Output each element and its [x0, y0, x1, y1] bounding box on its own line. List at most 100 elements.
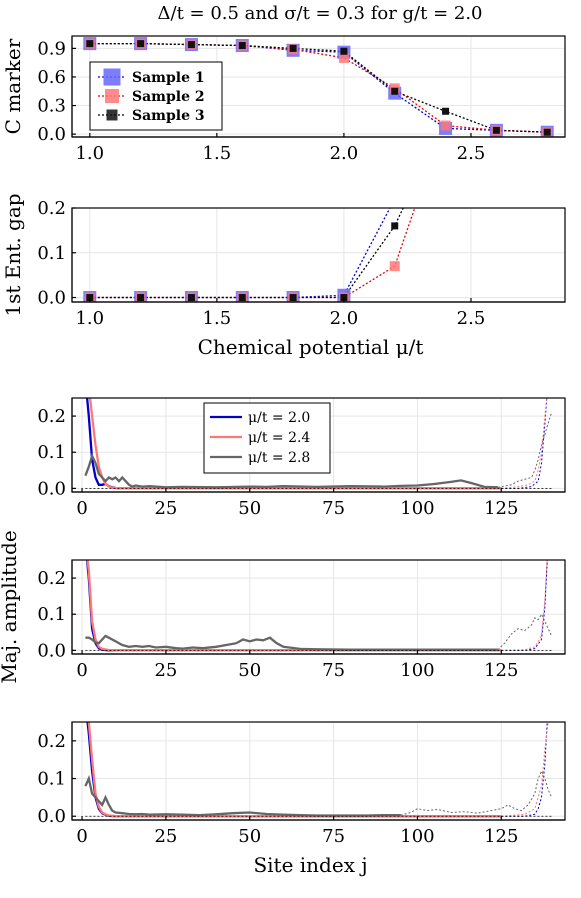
y-tick-label: 0.0 [37, 806, 66, 827]
data-point [238, 42, 246, 50]
x-axis-label: Chemical potential μ/t [198, 335, 424, 359]
y-tick-label: 0.2 [37, 406, 66, 427]
y-tick-label: 0.0 [37, 640, 66, 661]
y-tick-label: 0.1 [37, 604, 66, 625]
series-line [89, 42, 548, 133]
series-line-dotted [497, 613, 553, 651]
data-point [442, 107, 450, 115]
panel-c-marker: 1.0 1.5 2.0 2.5 0.0 0.3 0.6 0.9 C marker Sample… [1, 35, 566, 164]
legend-entry: Sample 3 [132, 108, 205, 124]
series-line [89, 208, 391, 299]
panel-entanglement-gap: 1.0 1.5 2.0 2.5 0.0 0.1 0.2 1st Ent. gap Chemi… [1, 193, 566, 359]
x-tick-label: 50 [238, 498, 261, 519]
series-line-dotted [501, 398, 548, 489]
y-tick-label: 0.1 [37, 442, 66, 463]
data-point [492, 126, 500, 134]
x-tick-label: 125 [484, 498, 518, 519]
x-tick-label: 1.0 [75, 308, 104, 329]
data-point [543, 128, 551, 136]
legend-entry: μ/t = 2.8 [248, 450, 310, 466]
x-tick-label: 1.5 [203, 308, 232, 329]
data-point [389, 261, 400, 272]
y-tick-label: 0.2 [37, 731, 66, 752]
x-axis-label: Site index j [253, 853, 367, 877]
series-line-solid [85, 634, 498, 651]
y-tick-label: 0.1 [37, 243, 66, 264]
x-tick-label: 100 [400, 498, 434, 519]
x-tick-label: 2.5 [457, 308, 486, 329]
data-point [440, 120, 451, 131]
data-point [338, 52, 349, 63]
series-line-solid [84, 774, 401, 817]
series-line-dotted [501, 722, 549, 817]
legend: μ/t = 2.0 μ/t = 2.4 μ/t = 2.8 [203, 402, 331, 474]
series-line-dotted [501, 398, 548, 489]
series-line-dotted [501, 560, 548, 651]
data-point [340, 47, 348, 55]
data-point [86, 294, 94, 302]
x-tick-label: 25 [154, 498, 177, 519]
x-tick-label: 0 [76, 660, 87, 681]
x-tick-label: 2.0 [330, 308, 359, 329]
series-line-solid [84, 452, 498, 489]
data-point [187, 294, 195, 302]
y-tick-label: 0.0 [37, 124, 66, 145]
y-tick-label: 0.0 [37, 478, 66, 499]
y-tick-label: 0.0 [37, 288, 66, 309]
x-tick-label: 50 [238, 826, 261, 847]
legend-entry: Sample 2 [132, 89, 205, 105]
y-axis-label: 1st Ent. gap [1, 193, 25, 316]
x-tick-label: 25 [154, 660, 177, 681]
x-tick-label: 0 [76, 826, 87, 847]
data-point [238, 294, 246, 302]
x-tick-label: 75 [322, 498, 345, 519]
x-tick-label: 25 [154, 826, 177, 847]
y-tick-label: 0.2 [37, 198, 66, 219]
x-tick-label: 2.5 [457, 143, 486, 164]
data-point [340, 294, 348, 302]
data-point [137, 40, 145, 48]
y-axis-label: C marker [1, 38, 25, 134]
data-point [137, 294, 145, 302]
y-tick-label: 0.1 [37, 769, 66, 790]
series-line-dotted [400, 769, 553, 816]
series-line-solid [86, 560, 502, 652]
x-tick-label: 125 [484, 660, 518, 681]
x-tick-label: 75 [322, 826, 345, 847]
plot-frame [71, 559, 566, 655]
series-line-dotted [497, 412, 553, 488]
y-tick-label: 0.9 [37, 38, 66, 59]
series-line-solid [85, 560, 502, 652]
series-line-solid [87, 722, 502, 818]
legend-entry: μ/t = 2.4 [248, 430, 310, 446]
data-point [187, 41, 195, 49]
x-tick-label: 1.0 [75, 143, 104, 164]
x-tick-label: 0 [76, 498, 87, 519]
x-tick-label: 125 [484, 826, 518, 847]
figure-title: Δ/t = 0.5 and σ/t = 0.3 for g/t = 2.0 [158, 3, 483, 24]
legend: Sample 1 Sample 2 Sample 3 [89, 61, 223, 131]
data-point [391, 87, 399, 95]
x-tick-label: 50 [238, 660, 261, 681]
legend-entry: Sample 1 [132, 70, 205, 86]
data-point [391, 222, 399, 230]
x-tick-label: 100 [400, 660, 434, 681]
x-tick-label: 1.5 [203, 143, 232, 164]
y-axis-label-majorana: Maj. amplitude [0, 530, 21, 683]
panel-majorana-3: 0 25 50 75 100 125 0.0 0.1 0.2 Site index j [37, 721, 566, 877]
panel-majorana-2: 0 25 50 75 100 125 0.0 0.1 0.2 [37, 559, 566, 681]
plot-frame [71, 721, 566, 821]
data-point [289, 294, 297, 302]
series-line [89, 208, 404, 299]
y-tick-label: 0.6 [37, 67, 66, 88]
series-line-solid [86, 722, 502, 818]
x-tick-label: 75 [322, 660, 345, 681]
x-tick-label: 100 [400, 826, 434, 847]
x-tick-label: 2.0 [330, 143, 359, 164]
legend-entry: μ/t = 2.0 [248, 410, 310, 426]
series-line-dotted [501, 560, 548, 651]
y-tick-label: 0.2 [37, 568, 66, 589]
plot-frame [71, 207, 566, 303]
